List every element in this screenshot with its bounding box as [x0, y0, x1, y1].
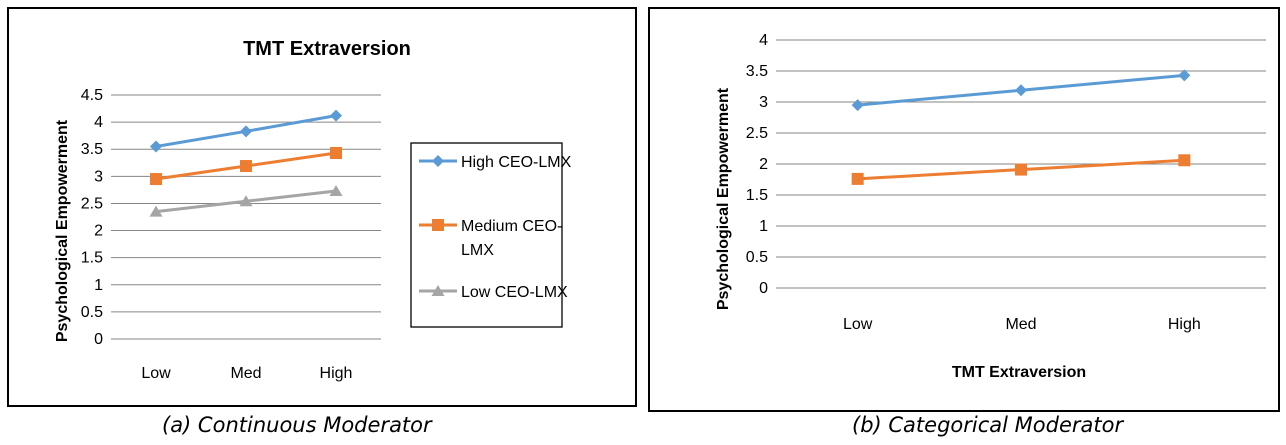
- y-tick-label: 4: [759, 32, 768, 49]
- x-tick-label: Med: [230, 365, 261, 382]
- data-point: [240, 125, 252, 138]
- y-axis-title: Psychological Empowerment: [715, 87, 732, 310]
- x-tick-label: Low: [141, 365, 171, 382]
- chart-continuous-moderator: TMT Extraversion Psychological Empowerme…: [54, 38, 572, 382]
- x-tick-label: Low: [843, 316, 873, 333]
- y-tick-label: 2.5: [81, 195, 103, 212]
- y-tick-label: 3: [94, 168, 103, 185]
- legend: High CEO-LMX Medium CEO- LMX Low CEO-LMX: [419, 154, 572, 301]
- legend-box: [410, 142, 563, 328]
- y-tick-label: 1: [94, 277, 103, 294]
- y-tick-label: 3.5: [81, 141, 103, 158]
- x-axis-title: TMT Extraversion: [952, 364, 1086, 381]
- data-point: [851, 172, 864, 185]
- x-tick-label: Med: [1005, 316, 1036, 333]
- chart-panel-continuous: TMT Extraversion Psychological Empowerme…: [7, 7, 637, 407]
- y-tick-label: 3: [759, 94, 768, 111]
- legend-label: High CEO-LMX: [461, 154, 572, 171]
- y-axis-title: Psychological Empowerment: [54, 119, 71, 342]
- data-point: [330, 147, 342, 160]
- y-tick-label: 0: [759, 280, 768, 297]
- legend-marker: [432, 219, 444, 231]
- legend-label: Medium CEO- LMX: [461, 218, 562, 259]
- y-tick-label: 4: [94, 114, 103, 131]
- y-tick-label: 4.5: [81, 87, 103, 104]
- data-point: [240, 160, 252, 173]
- y-tick-label: 0.5: [746, 249, 768, 266]
- data-point: [329, 184, 343, 196]
- y-tick-label: 2: [759, 156, 768, 173]
- legend-label-line: LMX: [461, 242, 494, 259]
- data-point: [1178, 154, 1191, 167]
- caption-continuous: (a) Continuous Moderator: [162, 413, 432, 437]
- legend-marker: [431, 285, 445, 296]
- y-tick-label: 3.5: [746, 63, 768, 80]
- data-point: [239, 195, 253, 207]
- legend-marker: [432, 155, 444, 167]
- y-tick-label: 2: [94, 223, 103, 240]
- chart-panel-categorical: Psychological Empowerment TMT Extraversi…: [648, 7, 1280, 412]
- legend-label: Low CEO-LMX: [461, 284, 568, 301]
- data-point: [150, 140, 162, 153]
- y-tick-label: 0: [94, 331, 103, 348]
- x-tick-label: High: [1168, 316, 1201, 333]
- data-point: [851, 99, 864, 112]
- data-point: [1015, 163, 1027, 176]
- caption-categorical: (b) Categorical Moderator: [852, 413, 1124, 437]
- chart-title: TMT Extraversion: [243, 38, 411, 60]
- data-point: [149, 205, 163, 217]
- data-point: [150, 173, 162, 186]
- y-tick-label: 1.5: [746, 187, 768, 204]
- chart-categorical-moderator: Psychological Empowerment TMT Extraversi…: [715, 32, 1266, 381]
- data-point: [1015, 84, 1027, 97]
- y-tick-label: 2.5: [746, 125, 768, 142]
- x-tick-label: High: [320, 365, 353, 382]
- data-point: [1178, 69, 1191, 82]
- y-tick-label: 1.5: [81, 250, 103, 267]
- legend-label-line: Medium CEO-: [461, 218, 562, 235]
- y-tick-label: 1: [759, 218, 768, 235]
- y-tick-label: 0.5: [81, 304, 103, 321]
- data-point: [330, 109, 342, 122]
